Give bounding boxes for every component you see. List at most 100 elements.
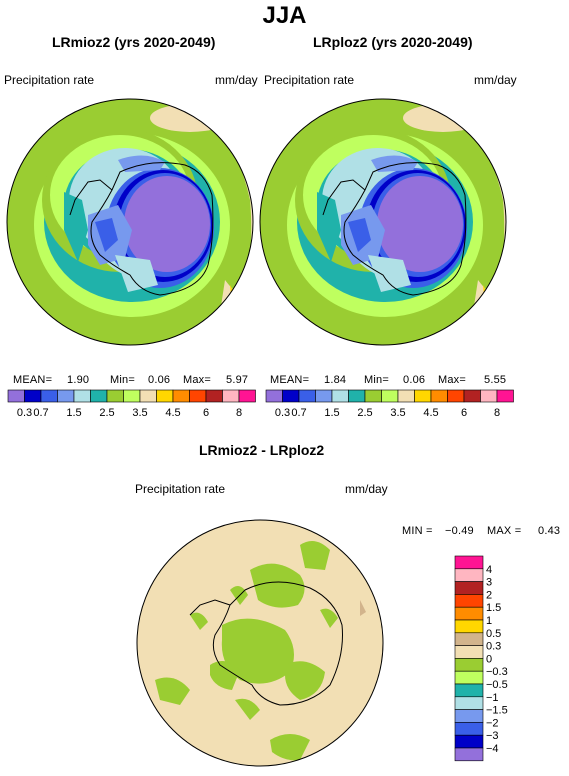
panel-right-colorbar: 0.3 0.7 1.5 2.5 3.5 4.5 6 8 [265,389,514,419]
figure-title: JJA [262,2,307,29]
panel-left-colorbar-swatch-2 [40,389,58,403]
panel-right-mean-value: 1.84 [324,374,347,386]
panel-right-colorbar-swatch-1 [282,389,300,403]
panel-diff-colorbar-tick-label: −1 [486,692,499,704]
panel-right-colorbar-tick-label: 0.3 [275,407,290,419]
panel-diff-colorbar-swatch-4 [454,606,484,621]
panel-diff-min-label: MIN = [402,525,433,537]
panel-left-colorbar-swatch-10 [172,389,190,403]
panel-diff-colorbar-swatch-1 [454,568,484,582]
panel-left-mean-label: MEAN= [13,374,53,386]
panel-left-units-label: mm/day [215,73,258,87]
panel-right-colorbar-tick-label: 6 [461,407,467,419]
panel-right-colorbar-tick-label: 3.5 [390,407,405,419]
panel-left-colorbar-tick-label: 6 [203,407,209,419]
panel-diff-colorbar-swatch-10 [454,683,484,698]
panel-diff-colorbar-swatch-11 [454,696,484,710]
panel-right-max-value: 5.55 [484,374,507,386]
panel-right-title: LRploz2 (yrs 2020-2049) [313,34,473,50]
panel-right-colorbar-swatch-4 [331,389,349,403]
panel-left-colorbar-tick-label: 2.5 [99,407,114,419]
panel-diff-colorbar-tick-label: 0 [486,653,492,665]
panel-right-colorbar-swatch-12 [463,389,481,403]
panel-left-colorbar-tick-label: 4.5 [165,407,180,419]
panel-left-colorbar-swatch-6 [106,389,124,403]
panel-right-colorbar-swatch-3 [315,389,333,403]
panel-left-colorbar-swatch-3 [57,389,75,403]
panel-right-colorbar-swatch-0 [265,389,283,403]
panel-left-colorbar-swatch-13 [222,389,240,403]
panel-diff-colorbar-tick-label: 0.3 [486,641,501,653]
panel-right-min-value: 0.06 [403,374,426,386]
panel-diff-colorbar-swatch-12 [454,709,484,723]
panel-diff-colorbar-tick-label: −3 [486,730,499,742]
panel-left-colorbar-swatch-14 [238,389,256,403]
panel-diff-colorbar-tick-label: −0.5 [486,679,508,691]
panel-left-colorbar-tick-label: 0.3 [17,407,32,419]
panel-left-max-label: Max= [183,374,212,386]
panel-diff-title: LRmioz2 - LRploz2 [199,442,325,458]
panel-left-max-value: 5.97 [226,374,249,386]
panel-diff-colorbar-swatch-5 [454,619,484,634]
panel-left-colorbar-swatch-9 [156,389,174,403]
panel-right-min-label: Min= [364,374,389,386]
panel-diff-colorbar-swatch-13 [454,722,484,736]
panel-left-colorbar-tick-label: 1.5 [66,407,81,419]
panel-left-colorbar-swatch-8 [139,389,157,403]
panel-left-min-value: 0.06 [148,374,171,386]
panel-diff-colorbar-tick-label: 4 [486,564,492,576]
panel-diff-colorbar-tick-label: −2 [486,717,499,729]
panel-diff-colorbar-swatch-2 [454,581,484,595]
panel-diff-min-value: −0.49 [445,525,474,537]
panel-right-colorbar-swatch-5 [348,389,366,403]
panel-diff-colorbar-swatch-15 [454,747,484,762]
panel-left-title: LRmioz2 (yrs 2020-2049) [52,34,216,50]
panel-right-colorbar-swatch-11 [447,389,465,403]
panel-left-colorbar-tick-label: 8 [236,407,242,419]
panel-diff-colorbar-swatch-8 [454,658,484,672]
panel-right-colorbar-swatch-13 [480,389,498,403]
panel-right-colorbar-swatch-8 [397,389,415,403]
panel-diff-colorbar-tick-label: −4 [486,743,499,755]
panel-diff-colorbar-tick-label: 1 [486,615,492,627]
panel-right-mean-label: MEAN= [270,374,310,386]
panel-diff-colorbar-swatch-6 [454,632,484,646]
panel-diff-colorbar-tick-label: 1.5 [486,602,501,614]
panel-left-colorbar-swatch-1 [24,389,42,403]
panel-right-units-label: mm/day [474,73,517,87]
panel-right-colorbar-tick-label: 4.5 [423,407,438,419]
panel-diff-units-label: mm/day [345,482,388,496]
panel-diff-max-value: 0.43 [538,525,561,537]
panel-diff-colorbar-swatch-9 [454,670,484,685]
panel-right-max-label: Max= [438,374,467,386]
panel-left-colorbar-swatch-12 [205,389,223,403]
panel-diff-colorbar-swatch-7 [454,645,484,659]
panel-diff-max-label: MAX = [487,525,522,537]
panel-diff-colorbar-tick-label: 2 [486,589,492,601]
panel-left-min-label: Min= [110,374,135,386]
panel-left-variable-label: Precipitation rate [4,73,95,87]
panel-left-colorbar-swatch-11 [189,389,207,403]
panel-left-colorbar-tick-label: 0.7 [33,407,48,419]
panel-right-colorbar-tick-label: 1.5 [324,407,339,419]
panel-right-colorbar-swatch-10 [430,389,448,403]
panel-diff-colorbar-tick-label: 3 [486,577,492,589]
panel-right-map [260,99,506,345]
panel-diff-map [137,520,383,766]
panel-right-colorbar-tick-label: 8 [494,407,500,419]
panel-right-colorbar-swatch-7 [381,389,399,403]
panel-diff-variable-label: Precipitation rate [135,482,226,496]
panel-left-colorbar: 0.3 0.7 1.5 2.5 3.5 4.5 6 8 [7,389,256,419]
panel-diff-colorbar-tick-label: 0.5 [486,628,501,640]
panel-diff-colorbar-swatch-14 [454,734,484,749]
panel-left-mean-value: 1.90 [67,374,90,386]
panel-right-colorbar-swatch-2 [298,389,316,403]
panel-diff-colorbar-tick-label: −1.5 [486,705,508,717]
panel-right-colorbar-tick-label: 2.5 [357,407,372,419]
panel-left-colorbar-swatch-5 [90,389,108,403]
panel-diff-colorbar-swatch-3 [454,594,484,608]
panel-right-colorbar-swatch-6 [364,389,382,403]
panel-left-colorbar-swatch-4 [73,389,91,403]
